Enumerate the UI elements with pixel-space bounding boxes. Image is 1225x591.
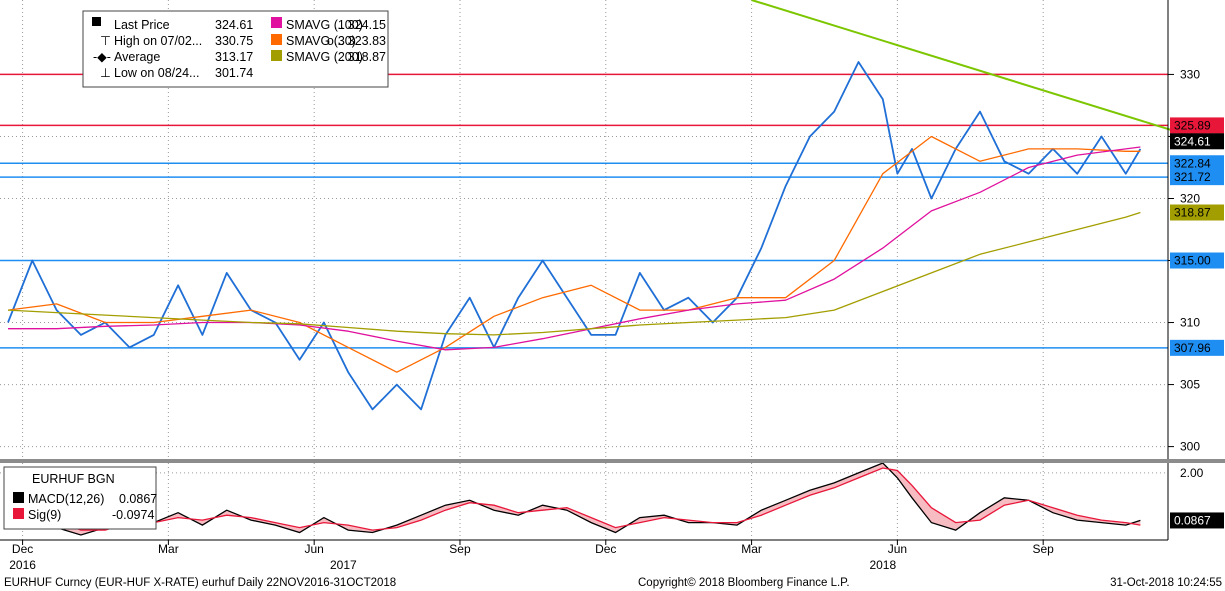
macd-fill <box>8 463 1141 535</box>
price-tick-label-6: 330 <box>1180 67 1200 81</box>
x-tick-label-1: Mar <box>158 542 179 556</box>
footer-left: EURHUF Curncy (EUR-HUF X-RATE) eurhuf Da… <box>4 577 396 589</box>
reference-tag-bg-3 <box>1170 169 1224 186</box>
axis-layer: 300305310315320325330DecMarJunSepDecMarJ… <box>0 0 1224 572</box>
price-tick-label-2: 310 <box>1180 316 1200 330</box>
legend-average-label: Average <box>114 50 160 64</box>
x-tick-label-6: Jun <box>888 542 907 556</box>
macd-tag-bg <box>1170 512 1224 529</box>
legend-average-value: 313.17 <box>215 50 253 64</box>
panel-separator[interactable] <box>0 459 1225 463</box>
reference-tag-bg-2 <box>1170 155 1224 172</box>
year-label-1: 2017 <box>330 558 357 572</box>
svg-text:⊤: ⊤ <box>100 34 111 48</box>
price-series-1 <box>7 135 1141 373</box>
year-label-2: 2018 <box>869 558 896 572</box>
legend-low-label: Low on 08/24... <box>114 66 199 80</box>
legend-sma30-swatch <box>271 34 282 45</box>
svg-text:⊥: ⊥ <box>100 66 111 80</box>
price-tag-1: 318.87 <box>1174 206 1211 220</box>
x-tick-label-5: Mar <box>741 542 762 556</box>
legend-sma200-swatch <box>271 50 282 61</box>
price-tick-label-1: 305 <box>1180 378 1200 392</box>
x-tick-label-3: Sep <box>449 542 471 556</box>
macd-layer <box>7 462 1141 536</box>
legend-macd-value: 0.0867 <box>119 492 157 506</box>
legend-high-label: High on 07/02... <box>114 34 202 48</box>
price-legend: Last Price 324.61 ⊤ High on 07/02... 330… <box>82 10 389 88</box>
reference-tag-3: 321.72 <box>1174 170 1211 184</box>
legend-sma30-label: SMAVG (30) <box>286 34 356 48</box>
legend-macd-swatch <box>13 492 24 503</box>
macd-tick-label-0: 2.00 <box>1180 466 1204 480</box>
legend-sma100-swatch <box>271 17 282 28</box>
reference-tag-bg-1 <box>1170 117 1224 134</box>
legend-sma100-label: SMAVG (100) <box>286 18 363 32</box>
macd-series-0 <box>7 462 1141 536</box>
legend-last-price-value: 324.61 <box>215 18 253 32</box>
x-tick-label-0: Dec <box>12 542 33 556</box>
x-tick-label-2: Jun <box>305 542 324 556</box>
footer-center: Copyright© 2018 Bloomberg Finance L.P. <box>638 577 850 589</box>
reference-tag-bg-4 <box>1170 252 1224 269</box>
macd-tag: 0.0867 <box>1174 513 1211 527</box>
reference-tag-4: 315.00 <box>1174 254 1211 268</box>
footer: EURHUF Curncy (EUR-HUF X-RATE) eurhuf Da… <box>4 577 1222 589</box>
legend-sma100-value: ... 324.15 <box>334 18 386 32</box>
x-tick-label-4: Dec <box>595 542 616 556</box>
svg-text:-◆-: -◆- <box>93 50 111 64</box>
legend-sma200-label: SMAVG (200) <box>286 50 363 64</box>
legend-sig-value: -0.0974 <box>112 508 154 522</box>
price-tick-label-4: 320 <box>1180 191 1200 205</box>
reference-tag-bg-5 <box>1170 339 1224 356</box>
legend-sma30-value: o... 323.83 <box>327 34 386 48</box>
legend-last-price-label: Last Price <box>114 18 170 32</box>
macd-legend: EURHUF BGN MACD(12,26) 0.0867 Sig(9) -0.… <box>3 466 157 530</box>
price-tick-label-0: 300 <box>1180 440 1200 454</box>
price-series-3 <box>7 211 1141 336</box>
legend-low-value: 301.74 <box>215 66 253 80</box>
x-tick-label-7: Sep <box>1033 542 1055 556</box>
macd-series-1 <box>7 467 1141 531</box>
legend-sma200-value: ... 318.87 <box>334 50 386 64</box>
series-layer <box>7 61 1142 411</box>
legend-macd-label: MACD(12,26) <box>28 492 104 506</box>
reference-tag-2: 322.84 <box>1174 156 1211 170</box>
price-tag-bg-1 <box>1170 204 1224 221</box>
price-tag-bg-0 <box>1170 133 1224 150</box>
footer-right: 31-Oct-2018 10:24:55 <box>1110 577 1222 589</box>
year-label-0: 2016 <box>9 558 36 572</box>
reference-tag-5: 307.96 <box>1174 341 1211 355</box>
legend-high-value: 330.75 <box>215 34 253 48</box>
trendline <box>751 0 1185 135</box>
price-tag-0: 324.61 <box>1174 134 1211 148</box>
macd-panel-title: EURHUF BGN <box>32 472 115 486</box>
legend-sig-swatch <box>13 508 24 519</box>
reference-tag-1: 325.89 <box>1174 118 1211 132</box>
legend-sig-label: Sig(9) <box>28 508 61 522</box>
